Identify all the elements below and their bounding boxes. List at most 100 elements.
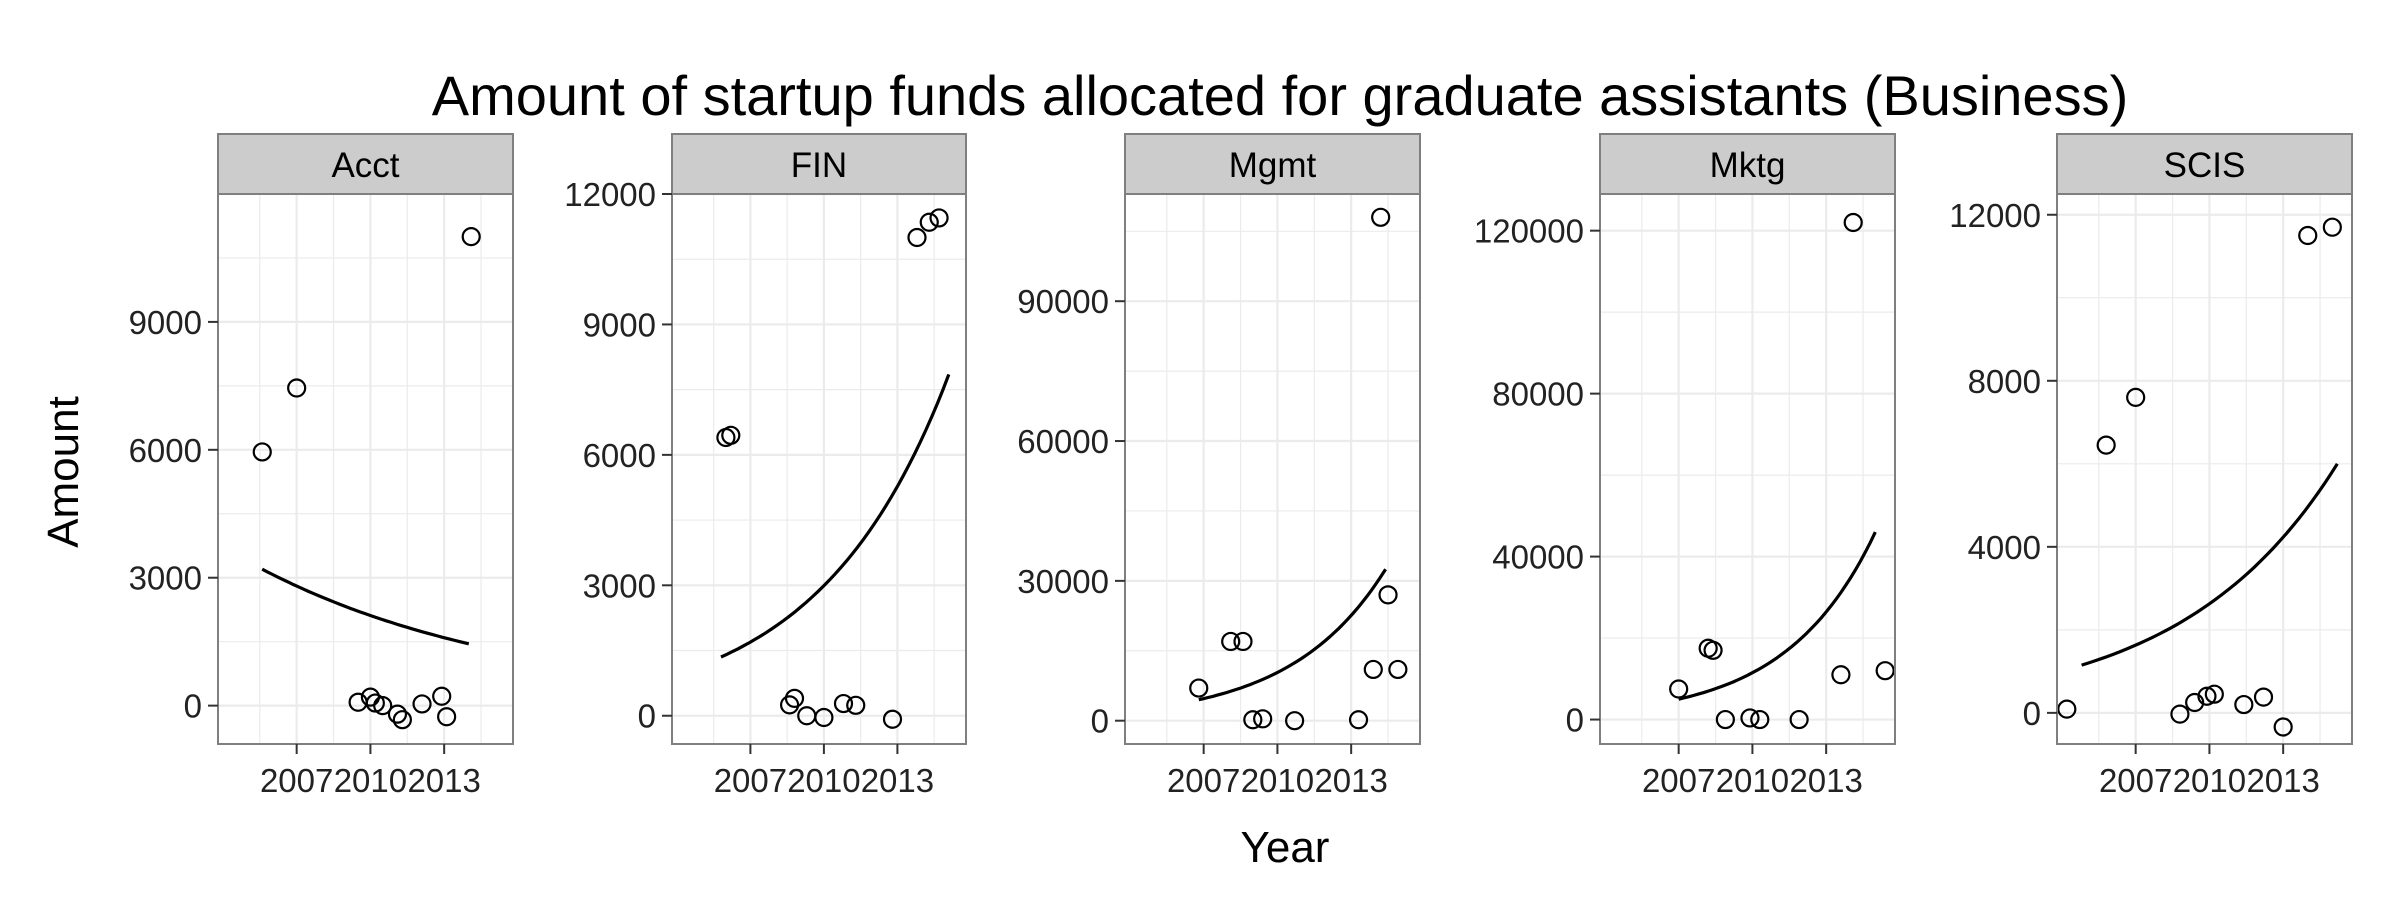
data-point-acct-7 [387,704,408,724]
plot-background [1125,194,1420,744]
data-point-scis-8 [2234,694,2254,715]
data-point-fin-10 [907,227,927,248]
y-axis-title: Amount [39,396,88,548]
y-tick-label: 120000 [1474,213,1584,250]
data-point-fin-8 [846,695,866,715]
data-point-acct-12 [461,227,481,247]
data-point-mgmt-3 [1233,631,1253,652]
data-point-mgmt-1 [1189,678,1209,698]
data-point-acct-2 [287,378,307,398]
data-point-mgmt-5 [1253,709,1273,729]
x-tick-label: 2010 [334,762,407,799]
y-tick-label: 40000 [1492,539,1584,576]
trend-line [720,373,951,659]
plot-background [1600,194,1895,744]
x-tick-label: 2013 [407,762,480,799]
data-point-mktg-6 [1750,709,1770,730]
y-tick-label: 9000 [583,306,656,343]
x-tick-label: 2010 [2173,762,2246,799]
facet-strip [1124,133,1421,195]
facet-panel-acct: Acct 0 3000 6000 9000 2007 2010 2013 [129,133,514,799]
data-point-acct-11 [437,707,457,727]
data-point-acct-10 [432,686,452,706]
y-tick-label: 3000 [129,560,202,597]
facet-strip [217,133,514,195]
x-tick-label: 2007 [2099,762,2172,799]
data-point-mktg-5 [1740,708,1760,728]
data-point-scis-9 [2253,687,2274,707]
facet-strip-label: FIN [791,146,847,185]
y-tick-label: 8000 [1968,363,2041,400]
data-point-scis-2 [2096,435,2116,455]
data-point-scis-6 [2197,686,2217,706]
data-point-acct-9 [412,694,432,714]
trend-line [261,567,470,646]
data-point-mktg-3 [1703,640,1723,660]
data-point-fin-12 [929,208,949,228]
y-tick-label: 0 [2023,695,2041,732]
y-tick-label: 90000 [1017,283,1109,320]
trend-line [1678,531,1877,701]
y-tick-label: 0 [638,698,656,735]
data-point-scis-3 [2126,387,2146,407]
facet-strip-label: Mktg [1710,146,1786,185]
y-tick-label: 6000 [583,437,656,474]
facet-strip-label: Acct [331,146,399,185]
y-tick-label: 12000 [1949,197,2041,234]
facet-strip-label: Mgmt [1229,146,1317,185]
y-tick-label: 60000 [1017,423,1109,460]
data-point-mktg-1 [1669,679,1689,699]
data-point-scis-4 [2170,704,2190,724]
facet-strip [671,133,967,195]
data-point-scis-7 [2204,684,2224,704]
y-tick-label: 0 [1566,702,1584,739]
data-point-mktg-7 [1789,709,1809,730]
data-point-mgmt-11 [1388,659,1408,680]
y-tick-label: 0 [184,688,202,725]
x-tick-label: 2007 [260,762,333,799]
x-tick-label: 2010 [1716,762,1789,799]
data-point-scis-1 [2057,699,2077,719]
facet-strip [2056,133,2353,195]
data-point-mgmt-9 [1371,207,1391,227]
trend-line [2081,462,2339,667]
data-point-fin-6 [814,707,834,728]
trend-line [1198,568,1387,702]
x-tick-label: 2010 [1241,762,1314,799]
data-point-mktg-10 [1875,661,1895,681]
plot-background [218,194,513,744]
x-tick-label: 2007 [1167,762,1240,799]
y-tick-label: 30000 [1017,563,1109,600]
x-tick-label: 2007 [1642,762,1715,799]
facet-panel-scis: SCIS 0 4000 8000 12000 2007 2010 2013 [1949,133,2353,799]
data-point-mgmt-7 [1348,710,1369,730]
facet-panel-mgmt: Mgmt 0 30000 60000 90000 2007 2010 2013 [1017,133,1421,799]
data-point-scis-12 [2322,217,2342,237]
plot-background [2057,194,2352,744]
x-tick-label: 2013 [2246,762,2319,799]
data-point-scis-10 [2273,717,2293,737]
y-tick-label: 0 [1091,703,1109,740]
y-tick-label: 3000 [583,567,656,604]
x-tick-label: 2013 [1314,762,1387,799]
data-point-mgmt-8 [1363,659,1383,680]
data-point-mgmt-4 [1243,710,1263,730]
data-point-acct-1 [252,442,272,462]
y-tick-label: 4000 [1968,529,2041,566]
x-tick-label: 2010 [787,762,860,799]
data-point-fin-4 [784,688,805,708]
facet-strip-label: SCIS [2164,146,2246,185]
data-point-mgmt-6 [1285,711,1305,731]
data-point-fin-2 [721,425,741,445]
data-point-fin-9 [882,709,903,729]
facet-panel-fin: FIN 0 3000 6000 9000 12000 2007 2010 2013 [564,133,967,799]
plot-background [672,194,966,744]
data-point-fin-11 [919,212,939,232]
data-point-fin-7 [833,693,854,714]
data-point-mktg-9 [1843,212,1863,233]
data-point-mgmt-10 [1378,585,1398,605]
y-tick-label: 6000 [129,432,202,469]
facet-panel-mktg: Mktg 0 40000 80000 120000 2007 2010 2013 [1474,133,1896,799]
